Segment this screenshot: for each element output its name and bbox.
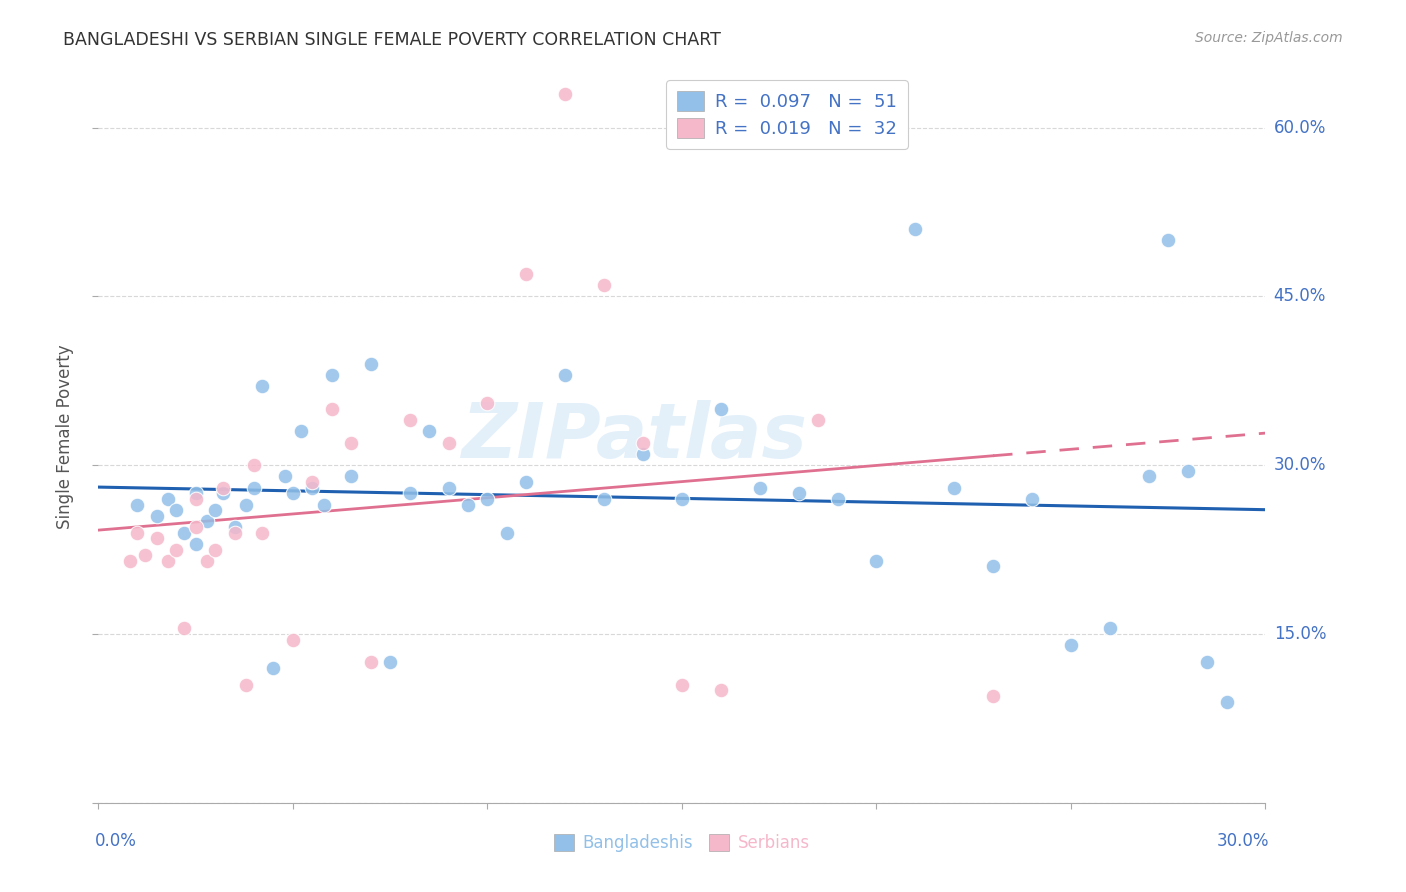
Point — [671, 678, 693, 692]
Point — [380, 655, 402, 669]
Point — [865, 554, 887, 568]
Point — [134, 548, 156, 562]
Text: ZIPatlas: ZIPatlas — [463, 401, 808, 474]
Point — [437, 435, 460, 450]
Point — [212, 486, 235, 500]
Point — [631, 447, 654, 461]
Point — [281, 486, 304, 500]
Point — [943, 481, 966, 495]
Point — [1157, 233, 1180, 247]
Point — [1177, 464, 1199, 478]
Point — [1137, 469, 1160, 483]
Text: 45.0%: 45.0% — [1274, 287, 1326, 305]
Point — [173, 525, 195, 540]
Y-axis label: Single Female Poverty: Single Female Poverty — [56, 345, 75, 529]
Point — [631, 435, 654, 450]
Point — [262, 661, 284, 675]
Point — [398, 413, 420, 427]
Point — [904, 222, 927, 236]
Point — [360, 655, 382, 669]
Point — [243, 481, 266, 495]
Point — [787, 486, 810, 500]
Legend: Bangladeshis, Serbians: Bangladeshis, Serbians — [546, 825, 818, 860]
Point — [184, 537, 207, 551]
Point — [212, 481, 235, 495]
Point — [146, 532, 169, 546]
Point — [301, 475, 323, 489]
Point — [165, 542, 187, 557]
Point — [1195, 655, 1218, 669]
Point — [710, 401, 733, 416]
Text: 0.0%: 0.0% — [96, 832, 136, 850]
Text: 30.0%: 30.0% — [1216, 832, 1268, 850]
Point — [224, 520, 246, 534]
Point — [1098, 621, 1121, 635]
Point — [340, 469, 363, 483]
Point — [418, 425, 440, 439]
Text: 30.0%: 30.0% — [1274, 456, 1326, 475]
Point — [243, 458, 266, 473]
Text: 15.0%: 15.0% — [1274, 625, 1326, 643]
Point — [195, 515, 218, 529]
Point — [118, 554, 141, 568]
Point — [184, 520, 207, 534]
Point — [1215, 694, 1237, 708]
Point — [235, 498, 257, 512]
Point — [184, 491, 207, 506]
Point — [321, 401, 343, 416]
Point — [195, 554, 218, 568]
Point — [554, 368, 576, 383]
Point — [593, 491, 616, 506]
Text: BANGLADESHI VS SERBIAN SINGLE FEMALE POVERTY CORRELATION CHART: BANGLADESHI VS SERBIAN SINGLE FEMALE POV… — [63, 31, 721, 49]
Point — [127, 525, 149, 540]
Point — [981, 689, 1004, 703]
Point — [146, 508, 169, 523]
Point — [312, 498, 335, 512]
Point — [496, 525, 519, 540]
Point — [290, 425, 312, 439]
Point — [281, 632, 304, 647]
Point — [321, 368, 343, 383]
Text: Source: ZipAtlas.com: Source: ZipAtlas.com — [1195, 31, 1343, 45]
Point — [165, 503, 187, 517]
Point — [360, 357, 382, 371]
Point — [127, 498, 149, 512]
Point — [437, 481, 460, 495]
Point — [981, 559, 1004, 574]
Point — [477, 396, 499, 410]
Point — [157, 491, 180, 506]
Point — [515, 267, 537, 281]
Point — [235, 678, 257, 692]
Point — [477, 491, 499, 506]
Point — [593, 278, 616, 293]
Point — [224, 525, 246, 540]
Point — [301, 481, 323, 495]
Point — [173, 621, 195, 635]
Point — [250, 525, 273, 540]
Point — [398, 486, 420, 500]
Text: 60.0%: 60.0% — [1274, 119, 1326, 136]
Point — [827, 491, 849, 506]
Point — [204, 542, 226, 557]
Point — [457, 498, 479, 512]
Point — [250, 379, 273, 393]
Point — [157, 554, 180, 568]
Point — [748, 481, 770, 495]
Point — [1021, 491, 1043, 506]
Point — [204, 503, 226, 517]
Point — [710, 683, 733, 698]
Point — [274, 469, 297, 483]
Point — [1060, 638, 1083, 652]
Point — [671, 491, 693, 506]
Point — [554, 87, 576, 101]
Point — [515, 475, 537, 489]
Point — [340, 435, 363, 450]
Point — [807, 413, 830, 427]
Point — [184, 486, 207, 500]
